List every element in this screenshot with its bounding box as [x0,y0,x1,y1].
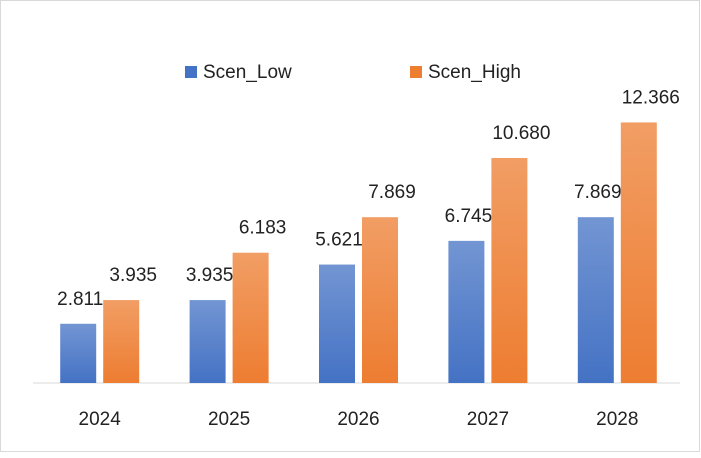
bar [232,252,269,383]
data-label: 6.183 [239,218,287,239]
bar [189,300,226,383]
x-tick-label: 2025 [208,409,250,430]
data-label: 3.935 [109,265,157,286]
data-label: 7.869 [574,182,622,203]
bar [620,122,657,383]
bar [319,264,355,383]
data-label: 12.366 [622,87,680,108]
legend-swatch [410,66,422,78]
bar [362,217,398,383]
legend-swatch [185,66,197,78]
data-label: 6.745 [445,206,493,227]
x-tick-label: 2028 [596,409,638,430]
x-tick-label: 2024 [79,409,122,430]
data-label: 7.869 [368,182,416,203]
data-label: 10.680 [492,123,550,144]
x-tick-label: 2027 [467,409,509,430]
bar [491,157,528,383]
legend-label: Scen_Low [203,62,292,83]
data-label: 2.811 [57,289,103,310]
data-label: 3.935 [186,265,234,286]
bar [103,300,140,383]
bar [448,240,485,383]
bar [60,323,97,383]
data-label: 5.621 [315,230,363,251]
bar [577,217,614,383]
legend-label: Scen_High [428,62,521,83]
x-tick-label: 2026 [337,409,379,430]
